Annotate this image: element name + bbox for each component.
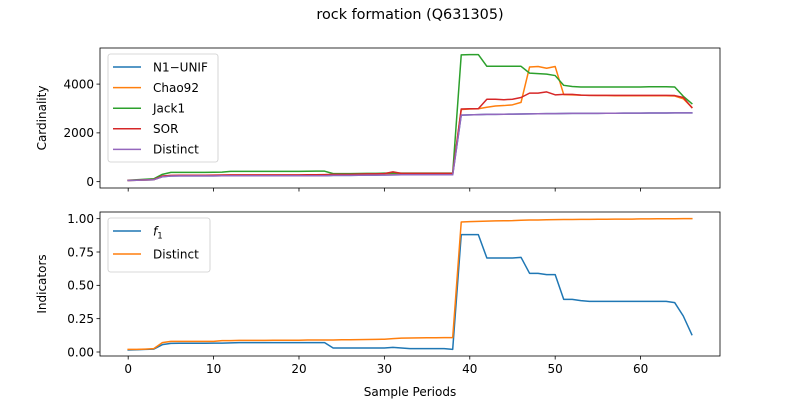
x-tick-label: 10 <box>206 362 221 376</box>
legend-label-0: f1 <box>153 224 163 241</box>
x-tick-label: 60 <box>633 362 648 376</box>
y-axis-label: Indicators <box>35 254 49 313</box>
x-tick-label: 40 <box>462 362 477 376</box>
legend-label-3: SOR <box>153 122 178 136</box>
series-line-4 <box>127 112 693 182</box>
bottom-indicators-axes: 0 10 20 30 40 50 60 0.00 0.25 0.50 0.75 1.00 Indicat… <box>35 211 721 399</box>
y-tick-label: 0 <box>86 175 94 189</box>
legend-label-subscript: 1 <box>157 231 162 241</box>
series-line-0 <box>127 233 693 351</box>
legend-label-4: Distinct <box>153 143 199 157</box>
legend: f1 Distinct <box>107 217 211 273</box>
figure-title: rock formation (Q631305) <box>316 7 503 23</box>
legend: N1−UNIF Chao92 Jack1 SOR Distinct <box>107 53 219 163</box>
series-lines <box>127 53 693 182</box>
y-tick-label: 0.50 <box>67 279 94 293</box>
y-tick-label: 0.00 <box>67 345 94 359</box>
x-axis-label: Sample Periods <box>364 385 456 399</box>
legend-label-1: Chao92 <box>153 81 199 95</box>
series-line-1 <box>127 217 693 351</box>
y-tick-label: 2000 <box>63 126 94 140</box>
legend-box <box>107 217 211 273</box>
legend-label-0: N1−UNIF <box>153 60 208 74</box>
series-line-3 <box>127 91 693 182</box>
legend-label-1: Distinct <box>153 247 199 261</box>
x-tick-label: 0 <box>124 362 132 376</box>
y-tick-label: 0.75 <box>67 245 94 259</box>
y-axis-label: Cardinality <box>35 86 49 151</box>
x-tick-label: 30 <box>377 362 392 376</box>
legend-label-main: f <box>153 224 159 238</box>
y-tick-label: 4000 <box>63 77 94 91</box>
y-tick-label: 0.25 <box>67 312 94 326</box>
x-tick-label: 20 <box>291 362 306 376</box>
top-cardinality-axes: 0 2000 4000 Cardinality N1−UNIF Chao92 Jack1 SO… <box>35 47 721 192</box>
y-tick-label: 1.00 <box>67 212 94 226</box>
axes-frame <box>99 211 721 357</box>
legend-box <box>107 53 219 163</box>
axes-frame <box>99 47 721 189</box>
series-lines <box>127 217 693 351</box>
x-tick-label: 50 <box>548 362 563 376</box>
legend-label-2: Jack1 <box>152 102 185 116</box>
